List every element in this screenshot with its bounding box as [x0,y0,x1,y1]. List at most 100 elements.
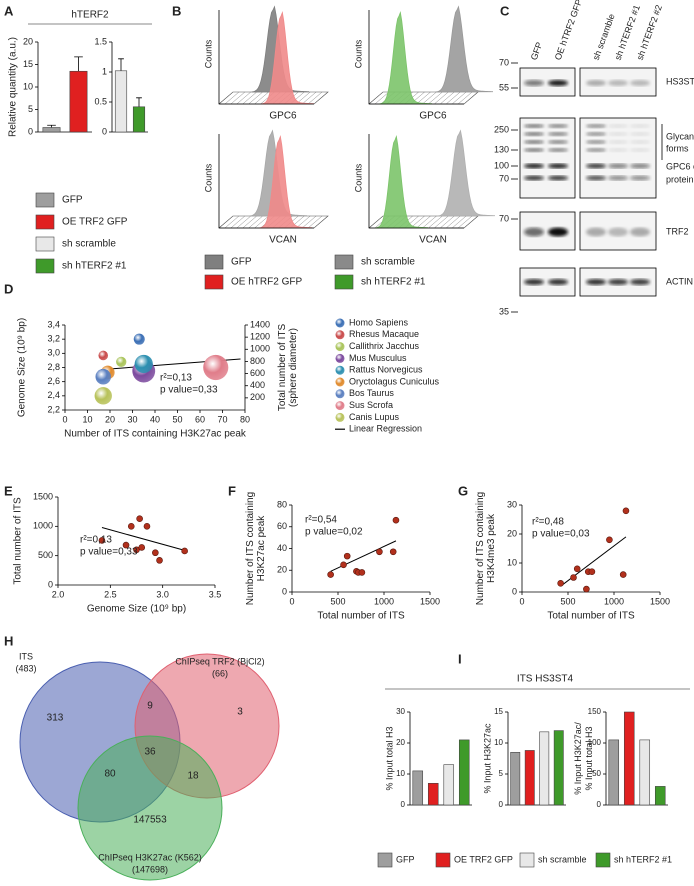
bar [623,711,635,806]
y2-tick-label: 800 [250,356,265,366]
y-tick-label: 1500 [33,491,53,501]
error-bar [136,97,142,107]
mw-marker: 35 [499,306,509,316]
legend-label: sh hTERF2 #1 [62,261,127,272]
legend-label: OE TRF2 GFP [454,854,513,864]
floor-hatch [457,215,473,229]
band [548,175,568,181]
point [619,571,627,578]
legend-label: Linear Regression [349,424,422,434]
panel-letter: E [4,483,13,498]
y-axis-label: H3K27ac peak [256,515,267,582]
y-axis-label: Genome Size (10⁹ bp) [17,318,28,417]
band [630,80,650,86]
band [630,279,650,285]
band [586,80,606,86]
legend-label: sh scramble [361,257,415,268]
y-tick-label: 0 [512,586,517,596]
y-tick-label: 2,6 [47,376,60,386]
y-tick-label: 40 [277,543,287,553]
annotation: r²=0,48 [532,517,564,528]
band [524,132,544,136]
mw-marker: 70 [499,213,509,223]
x-axis-label: GPC6 [419,111,447,122]
bubble [95,368,112,385]
point [181,547,188,555]
blot-panel [519,117,576,199]
floor-hatch [296,215,311,229]
band [608,279,628,285]
x-tick-label: 500 [560,596,575,606]
histogram [437,129,496,217]
annotation: r²=0,13 [160,373,192,384]
legend-marker [335,353,345,363]
annotation: p value=0,02 [305,527,363,538]
legend-label: Mus Musculus [349,353,407,363]
band [608,148,628,152]
bar [132,106,146,133]
bar [458,739,470,806]
band-label: Glycanated [666,131,694,141]
legend-marker [335,389,345,399]
y-tick-label: 10 [507,557,517,567]
y-tick-label: 5 [499,769,504,778]
venn-set [77,735,223,881]
y-tick-label: 1000 [33,521,53,531]
band [630,227,650,237]
x-tick-label: 1500 [420,596,440,606]
y2-tick-label: 1200 [250,332,270,342]
floor-hatch [307,91,323,105]
legend-label: Bos Taurus [349,388,394,398]
set-label: ITS [19,651,33,661]
y-tick-label: 1.5 [94,36,107,46]
legend-swatch [35,192,55,208]
y-axis-label: Number of ITS containing [245,492,256,605]
legend-swatch [204,274,224,290]
mw-marker: 70 [499,57,509,67]
bar [510,751,521,806]
legend-swatch [334,274,354,290]
band [586,140,606,144]
y-tick-label: 0 [282,586,287,596]
y-tick-label: 0 [499,800,504,809]
point [152,549,159,557]
y-tick-label: 20 [396,738,405,747]
floor-hatch [451,215,467,229]
y-tick-label: 500 [38,550,53,560]
y-axis-label: (sphere diameter) [288,328,299,407]
x-tick-label: 3.5 [209,589,222,599]
set-label: (147698) [132,864,168,874]
legend-label: Homo Sapiens [349,317,409,327]
floor-hatch [230,91,246,105]
error-bar [74,56,83,72]
point [327,571,334,578]
y-axis-label: % Input total H3 [384,726,394,790]
x-axis-label: VCAN [269,235,297,246]
floor-hatch [451,91,467,105]
point [573,565,581,573]
x-tick-label: 30 [127,414,137,424]
band [586,175,606,181]
x-tick-label: 1500 [650,596,670,606]
band [524,80,544,86]
set-label: (66) [212,668,228,678]
y-axis-label: Number of ITS containing [475,492,486,605]
floor-hatch [248,215,263,229]
legend-swatch [35,258,55,274]
x-tick-label: 10 [82,414,92,424]
band [608,175,628,181]
legend-label: GFP [231,257,252,268]
floor-hatch [457,91,473,105]
y-tick-label: 30 [396,707,405,716]
y-axis-label: % Input H3K27ac [482,723,492,794]
x-tick-label: 1000 [374,596,394,606]
chart-title: ITS HS3ST4 [517,674,574,685]
region-count: 3 [237,707,243,718]
x-tick-label: 0 [519,596,524,606]
y-tick-label: 15 [494,707,503,716]
band-label: protein [666,174,694,184]
floor-hatch [242,215,257,229]
point [343,552,351,560]
x-tick-label: 1000 [604,596,624,606]
legend-marker [335,401,345,411]
